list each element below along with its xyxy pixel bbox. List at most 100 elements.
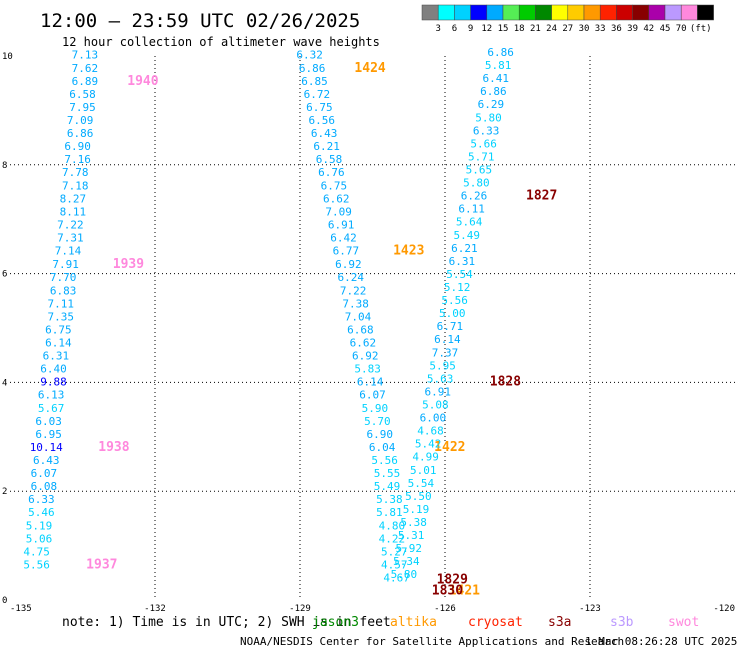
pass-time-label: 1938 (98, 440, 129, 455)
wave-height-label: 6.91 (425, 385, 452, 398)
wave-height-label: 7.22 (340, 284, 367, 297)
wave-height-label: 7.18 (62, 179, 89, 192)
wave-height-label: 4.68 (417, 425, 444, 438)
x-tick-label: -132 (144, 604, 166, 614)
pass-time-label: 1940 (127, 74, 158, 89)
satellite-legend-entry: altika (390, 615, 437, 630)
wave-height-label: 5.19 (26, 519, 53, 532)
wave-height-label: 4.67 (383, 572, 410, 585)
color-swatch (680, 4, 698, 21)
x-tick-label: -120 (713, 604, 735, 614)
wave-height-label: 10.14 (30, 441, 63, 454)
wave-height-label: 6.43 (33, 454, 60, 467)
wave-height-label: 5.64 (456, 216, 483, 229)
wave-height-label: 6.42 (330, 232, 357, 245)
wave-height-label: 5.55 (374, 467, 401, 480)
wave-height-label: 7.14 (55, 245, 82, 258)
wave-height-label: 6.77 (333, 245, 360, 258)
wave-height-label: 7.11 (48, 297, 75, 310)
color-swatch (583, 4, 601, 21)
footer-credit: NOAA/NESDIS Center for Satellite Applica… (240, 635, 624, 648)
wave-height-label: 6.24 (338, 271, 365, 284)
wave-height-label: 5.66 (470, 137, 497, 150)
wave-height-label: 7.13 (72, 49, 99, 62)
wave-height-label: 5.54 (408, 477, 435, 490)
satellite-legend-entry: s3a (548, 615, 571, 630)
wave-height-label: 5.42 (415, 438, 442, 451)
wave-height-label: 6.75 (321, 179, 348, 192)
color-scale-legend: 3 6 9 12 15 18 21 24 27 30 33 36 39 42 45 70 (ft) (421, 4, 714, 34)
pass-time-label: 1829 (437, 573, 468, 588)
wave-height-label: 6.41 (483, 72, 510, 85)
color-swatch (599, 4, 617, 21)
satellite-legend: jason3 altika cryosat s3a s3b swot (312, 615, 699, 630)
color-scale-label: 21 (530, 24, 541, 34)
wave-height-label: 6.89 (72, 75, 99, 88)
wave-height-label: 5.63 (427, 372, 454, 385)
y-tick-label: 2 (2, 487, 7, 497)
wave-height-label: 6.95 (35, 428, 62, 441)
wave-height-label: 7.62 (72, 62, 99, 75)
wave-height-label: 7.09 (67, 114, 94, 127)
wave-height-label: 6.21 (451, 242, 478, 255)
pass-time-label: 1827 (526, 189, 557, 204)
color-swatch (632, 4, 650, 21)
wave-height-label: 5.80 (475, 111, 502, 124)
pass-time-label: 1421 (449, 584, 480, 599)
pass-time-label: 1939 (113, 257, 144, 272)
color-scale-label: 24 (546, 24, 557, 34)
color-swatch (535, 4, 552, 21)
wave-height-label: 7.04 (345, 310, 372, 323)
wave-height-label: 6.76 (318, 166, 345, 179)
wave-height-label: 6.04 (369, 441, 396, 454)
wave-height-label: 5.56 (23, 558, 50, 571)
wave-height-label: 6.40 (40, 363, 67, 376)
wave-height-label: 6.21 (313, 140, 340, 153)
wave-height-label: 5.71 (468, 150, 495, 163)
wave-height-label: 5.00 (439, 307, 466, 320)
wave-height-label: 4.75 (23, 545, 50, 558)
wave-height-label: 6.26 (461, 190, 488, 203)
wave-height-label: 5.01 (410, 464, 437, 477)
wave-height-label: 7.95 (69, 101, 96, 114)
wave-height-label: 6.14 (434, 333, 461, 346)
wave-height-label: 6.86 (299, 62, 326, 75)
wave-height-label: 6.58 (69, 88, 96, 101)
chart-title: 12:00 – 23:59 UTC 02/26/2025 (40, 10, 360, 32)
color-swatch (567, 4, 585, 21)
y-tick-label: 10 (2, 52, 13, 62)
wave-height-label: 6.31 (43, 350, 70, 363)
wave-height-label: 6.71 (437, 320, 464, 333)
color-scale-label: 6 (452, 24, 457, 34)
color-swatch (697, 4, 714, 21)
wave-height-label: 6.00 (420, 412, 447, 425)
wave-height-label: 8.11 (60, 205, 87, 218)
color-scale-label: 30 (579, 24, 590, 34)
wave-height-label: 6.91 (328, 218, 355, 231)
wave-height-label: 6.07 (359, 389, 386, 402)
wave-height-label: 5.27 (381, 545, 408, 558)
x-tick-label: -129 (289, 604, 311, 614)
wave-height-label: 6.83 (50, 284, 77, 297)
x-tick-label: -126 (434, 604, 456, 614)
wave-height-label: 6.33 (473, 124, 500, 137)
wave-height-label: 5.31 (398, 529, 425, 542)
wave-height-label: 5.34 (393, 555, 420, 568)
wave-height-label: 6.03 (35, 415, 62, 428)
pass-time-label: 1424 (354, 61, 385, 76)
satellite-legend-entry: jason3 (312, 615, 359, 630)
wave-height-label: 6.68 (347, 323, 374, 336)
pass-time-label: 1937 (86, 557, 117, 572)
wave-height-label: 6.62 (350, 336, 377, 349)
wave-height-label: 6.56 (309, 114, 336, 127)
wave-height-label: 5.08 (422, 399, 449, 412)
data-marks: 7.137.626.896.587.957.096.866.907.167.78… (23, 46, 557, 599)
y-tick-label: 0 (2, 596, 7, 606)
wave-height-label: 7.31 (57, 232, 84, 245)
color-scale-label: 33 (595, 24, 606, 34)
color-scale-label: 42 (643, 24, 654, 34)
satellite-legend-entry: swot (668, 615, 699, 630)
color-swatch (421, 4, 439, 21)
wave-height-label: 6.72 (304, 88, 331, 101)
